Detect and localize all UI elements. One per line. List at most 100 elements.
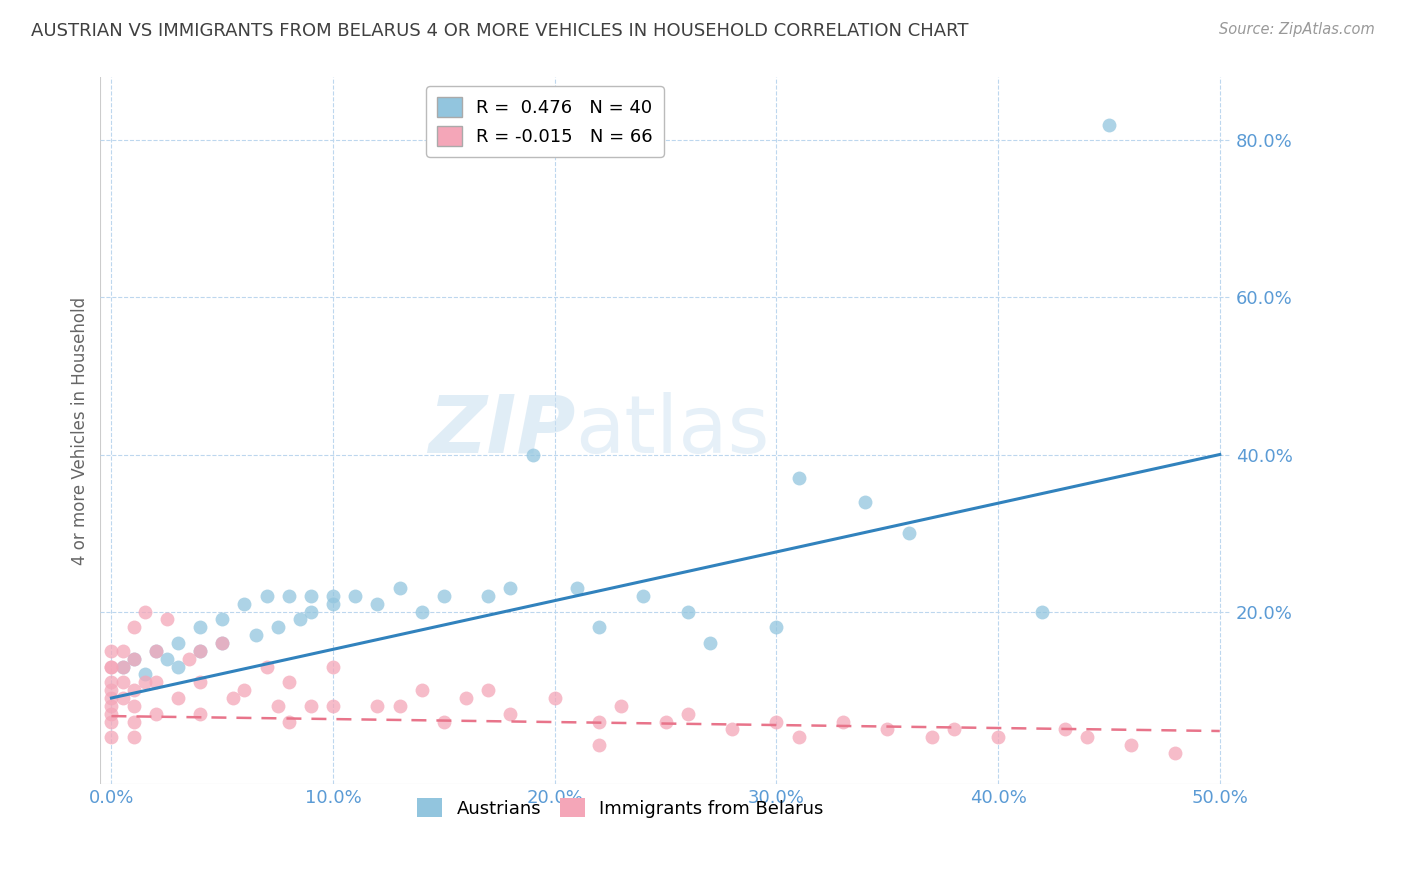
Point	[366, 597, 388, 611]
Point	[167, 659, 190, 673]
Point	[100, 731, 122, 745]
Point	[588, 714, 610, 729]
Text: AUSTRIAN VS IMMIGRANTS FROM BELARUS 4 OR MORE VEHICLES IN HOUSEHOLD CORRELATION : AUSTRIAN VS IMMIGRANTS FROM BELARUS 4 OR…	[31, 22, 969, 40]
Point	[765, 714, 787, 729]
Point	[676, 605, 699, 619]
Point	[277, 589, 299, 603]
Point	[588, 738, 610, 752]
Point	[167, 636, 190, 650]
Point	[522, 448, 544, 462]
Point	[188, 706, 211, 721]
Point	[322, 698, 344, 713]
Point	[699, 636, 721, 650]
Point	[588, 620, 610, 634]
Point	[122, 620, 145, 634]
Point	[122, 652, 145, 666]
Point	[145, 644, 167, 658]
Point	[477, 683, 499, 698]
Point	[100, 706, 122, 721]
Point	[100, 659, 122, 673]
Point	[898, 526, 921, 541]
Point	[111, 644, 134, 658]
Text: ZIP: ZIP	[427, 392, 575, 470]
Point	[145, 675, 167, 690]
Point	[433, 714, 456, 729]
Point	[122, 683, 145, 698]
Point	[277, 675, 299, 690]
Point	[853, 494, 876, 508]
Point	[565, 581, 588, 595]
Point	[765, 620, 787, 634]
Point	[499, 581, 522, 595]
Point	[987, 731, 1010, 745]
Point	[832, 714, 855, 729]
Point	[145, 706, 167, 721]
Point	[1076, 731, 1098, 745]
Point	[211, 636, 233, 650]
Point	[167, 691, 190, 706]
Point	[456, 691, 478, 706]
Point	[188, 644, 211, 658]
Point	[411, 605, 433, 619]
Point	[721, 723, 744, 737]
Point	[111, 675, 134, 690]
Point	[100, 714, 122, 729]
Point	[100, 675, 122, 690]
Point	[388, 581, 411, 595]
Point	[100, 691, 122, 706]
Point	[876, 723, 898, 737]
Point	[1031, 605, 1053, 619]
Legend: Austrians, Immigrants from Belarus: Austrians, Immigrants from Belarus	[411, 791, 831, 825]
Point	[233, 597, 256, 611]
Point	[322, 589, 344, 603]
Point	[156, 612, 179, 626]
Point	[787, 731, 810, 745]
Point	[366, 698, 388, 713]
Point	[156, 652, 179, 666]
Point	[787, 471, 810, 485]
Point	[1098, 118, 1121, 132]
Point	[477, 589, 499, 603]
Point	[322, 597, 344, 611]
Point	[122, 714, 145, 729]
Text: Source: ZipAtlas.com: Source: ZipAtlas.com	[1219, 22, 1375, 37]
Point	[211, 636, 233, 650]
Point	[134, 675, 156, 690]
Point	[100, 683, 122, 698]
Point	[610, 698, 633, 713]
Point	[388, 698, 411, 713]
Point	[111, 691, 134, 706]
Point	[256, 589, 278, 603]
Point	[122, 652, 145, 666]
Point	[222, 691, 245, 706]
Point	[111, 659, 134, 673]
Point	[266, 698, 288, 713]
Point	[299, 589, 322, 603]
Point	[277, 714, 299, 729]
Point	[433, 589, 456, 603]
Point	[921, 731, 943, 745]
Point	[100, 698, 122, 713]
Point	[233, 683, 256, 698]
Point	[1053, 723, 1076, 737]
Point	[111, 659, 134, 673]
Point	[266, 620, 288, 634]
Y-axis label: 4 or more Vehicles in Household: 4 or more Vehicles in Household	[72, 297, 89, 565]
Point	[499, 706, 522, 721]
Point	[299, 605, 322, 619]
Point	[288, 612, 311, 626]
Point	[411, 683, 433, 698]
Point	[256, 659, 278, 673]
Point	[322, 659, 344, 673]
Point	[134, 605, 156, 619]
Point	[245, 628, 267, 642]
Point	[299, 698, 322, 713]
Point	[1119, 738, 1142, 752]
Point	[211, 612, 233, 626]
Point	[544, 691, 567, 706]
Point	[942, 723, 965, 737]
Point	[122, 731, 145, 745]
Point	[100, 644, 122, 658]
Point	[122, 698, 145, 713]
Point	[100, 659, 122, 673]
